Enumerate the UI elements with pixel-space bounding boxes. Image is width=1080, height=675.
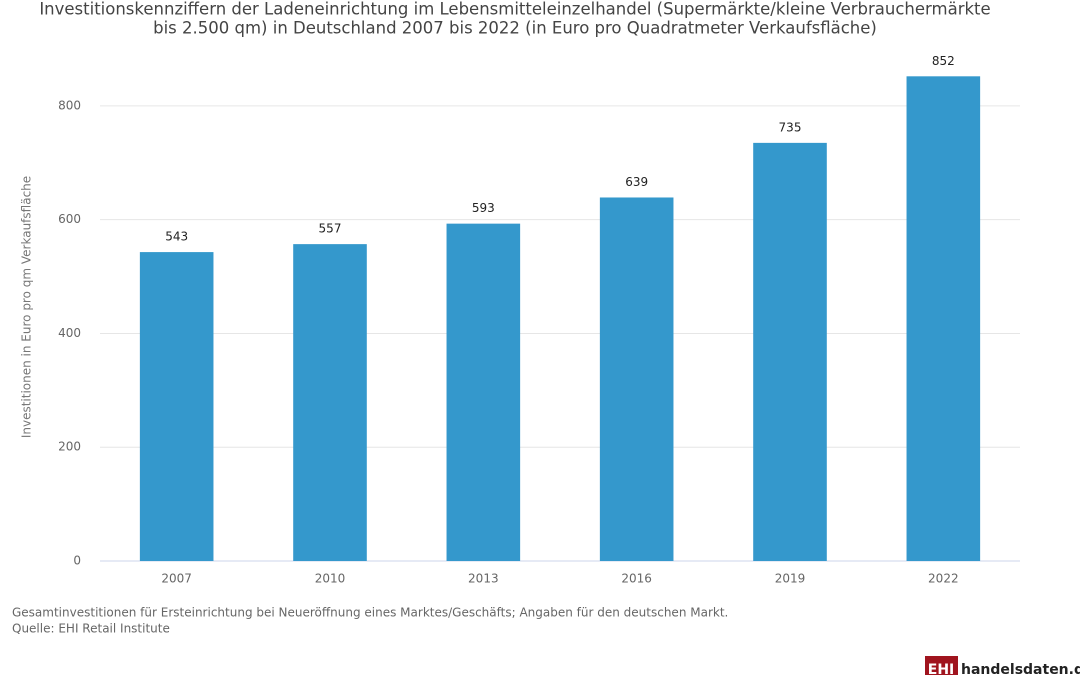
y-tick-label: 0 [73, 554, 81, 568]
y-axis-label: Investitionen in Euro pro qm Verkaufsflä… [20, 176, 34, 438]
data-label: 543 [165, 230, 188, 244]
logo-badge [925, 656, 958, 675]
bar [753, 142, 827, 561]
x-tick-label: 2022 [928, 572, 959, 586]
data-label: 593 [472, 201, 495, 215]
chart-title: bis 2.500 qm) in Deutschland 2007 bis 20… [153, 19, 877, 38]
data-label: 735 [779, 120, 802, 134]
footnote: Quelle: EHI Retail Institute [12, 622, 170, 636]
footnote: Gesamtinvestitionen für Ersteinrichtung … [12, 606, 728, 620]
bar [599, 197, 674, 562]
x-tick-label: 2019 [775, 572, 806, 586]
bar [446, 223, 521, 561]
bar [293, 244, 367, 561]
bar [906, 76, 981, 561]
x-tick-label: 2007 [161, 572, 192, 586]
logo-text: handelsdaten.de [961, 662, 1080, 675]
logo-badge-text: EHI [928, 662, 955, 675]
bar [139, 252, 214, 562]
y-tick-label: 200 [58, 440, 81, 454]
x-tick-label: 2010 [315, 572, 346, 586]
data-label: 852 [932, 54, 955, 68]
data-label: 639 [625, 175, 648, 189]
y-tick-label: 600 [58, 212, 81, 226]
chart-title: Investitionskennziffern der Ladeneinrich… [39, 0, 990, 19]
x-tick-label: 2013 [468, 572, 499, 586]
y-tick-label: 400 [58, 326, 81, 340]
y-tick-label: 800 [58, 98, 81, 112]
x-tick-label: 2016 [621, 572, 652, 586]
data-label: 557 [319, 222, 342, 236]
